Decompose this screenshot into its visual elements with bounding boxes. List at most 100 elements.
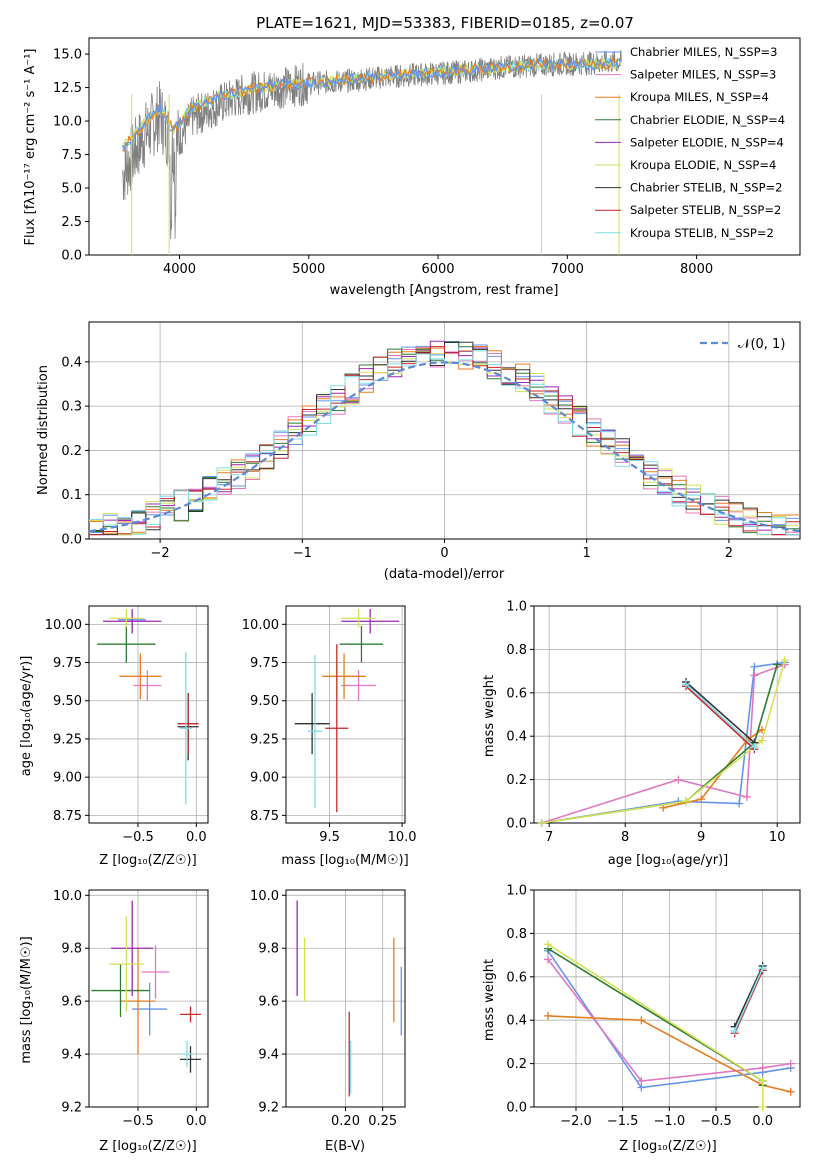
age_mass-frame	[285, 605, 406, 824]
weight-marker	[735, 799, 744, 808]
weight-marker	[682, 680, 690, 689]
spectrum-frame	[88, 37, 801, 256]
y-tick-label: 9.00	[250, 771, 279, 786]
y-tick-label: 1.0	[506, 600, 527, 615]
weight-marker	[742, 792, 751, 801]
x-tick-label: 2	[725, 546, 733, 561]
y-tick-label: 0.2	[506, 773, 527, 788]
spectrum-ylabel: Flux [fλ10⁻¹⁷ erg cm⁻² s⁻¹ A⁻¹]	[23, 49, 38, 246]
mass_z-frame	[88, 889, 209, 1108]
y-tick-label: 9.2	[258, 1101, 279, 1116]
weight-marker	[750, 662, 759, 671]
y-tick-label: 0.4	[61, 355, 82, 370]
mass-z-ylabel: mass [log₁₀(M/M☉)]	[19, 936, 34, 1063]
age_z-frame	[88, 605, 209, 824]
weight-marker	[544, 1011, 552, 1020]
legend-label: Kroupa MILES, N_SSP=4	[630, 90, 769, 104]
weight-marker	[674, 775, 683, 784]
x-tick-label: −0.5	[122, 830, 154, 845]
weight-marker	[758, 736, 766, 745]
legend-label: Salpeter MILES, N_SSP=3	[630, 68, 776, 82]
y-tick-label: 9.25	[250, 732, 279, 747]
y-tick-label: 0.2	[61, 444, 82, 459]
weight-line	[733, 965, 764, 1028]
weight-marker	[780, 656, 789, 665]
mw-age-xlabel: age [log₁₀(age/yr)]	[608, 853, 729, 868]
y-tick-label: 0.8	[506, 927, 527, 942]
age-mass-xlabel: mass [log₁₀(M/M☉)]	[281, 853, 408, 868]
y-tick-label: 0.6	[506, 970, 527, 985]
x-tick-label: 10	[769, 830, 786, 845]
y-tick-label: 9.00	[53, 771, 82, 786]
weight-line	[685, 683, 755, 748]
mw-z-ylabel: mass weight	[482, 959, 497, 1041]
weight-marker	[682, 797, 690, 806]
mass-ebv-xlabel: E(B-V)	[325, 1139, 365, 1154]
legend-label: Chabrier MILES, N_SSP=3	[630, 45, 777, 59]
weight-marker	[697, 795, 706, 804]
y-tick-label: 0.0	[61, 249, 82, 264]
weight-marker	[544, 955, 552, 964]
y-tick-label: 2.5	[61, 215, 82, 230]
hist-legend-label: 𝒩(0, 1)	[738, 337, 785, 352]
x-tick-label: −2	[151, 546, 170, 561]
x-tick-label: 6000	[421, 262, 454, 277]
y-tick-label: 0.2	[506, 1057, 527, 1072]
y-tick-label: 7.5	[61, 148, 82, 163]
x-tick-label: 10.0	[388, 830, 417, 845]
y-tick-label: 9.2	[61, 1101, 82, 1116]
hist-xlabel: (data-model)/error	[384, 567, 505, 582]
y-tick-label: 0.0	[61, 533, 82, 548]
x-tick-label: −0.5	[122, 1114, 154, 1129]
y-tick-label: 9.6	[61, 995, 82, 1010]
weight-line	[541, 664, 778, 824]
gaussian-curve	[88, 361, 801, 533]
legend-label: Chabrier ELODIE, N_SSP=4	[630, 113, 785, 127]
weight-marker	[730, 1027, 739, 1036]
x-tick-label: 4000	[163, 262, 196, 277]
y-tick-label: 0.8	[506, 643, 527, 658]
hist-step	[89, 350, 800, 536]
y-tick-label: 0.4	[506, 730, 527, 745]
y-tick-label: 9.8	[61, 942, 82, 957]
y-tick-label: 10.0	[53, 889, 82, 904]
spectrum-lines	[122, 50, 622, 255]
plot-area: 4000 5000 6000 7000 80000.02.55.07.510.012.5…	[45, 37, 801, 1129]
legend-label: Chabrier STELIB, N_SSP=2	[630, 181, 782, 195]
figure-title: PLATE=1621, MJD=53383, FIBERID=0185, z=0…	[256, 14, 634, 32]
y-tick-label: 10.0	[53, 115, 82, 130]
x-tick-label: −0.5	[700, 1114, 732, 1129]
y-tick-label: 0.1	[61, 488, 82, 503]
y-tick-label: 12.5	[53, 81, 82, 96]
y-tick-label: 0.0	[506, 817, 527, 832]
y-tick-label: 0.4	[506, 1014, 527, 1029]
y-tick-label: 9.4	[258, 1048, 279, 1063]
x-tick-label: 0	[440, 546, 448, 561]
x-tick-label: 7	[545, 830, 553, 845]
y-tick-label: 0.3	[61, 400, 82, 415]
legend-label: Kroupa STELIB, N_SSP=2	[630, 226, 774, 240]
weight-marker	[758, 964, 767, 973]
x-tick-label: 0.25	[368, 1114, 397, 1129]
x-tick-label: 7000	[551, 262, 584, 277]
weight-marker	[773, 660, 782, 669]
weight-line	[547, 958, 791, 1082]
x-tick-label: 0.0	[186, 830, 207, 845]
weight-marker	[758, 1063, 767, 1072]
x-tick-label: 0.0	[752, 1114, 773, 1129]
weight-marker	[758, 1076, 767, 1085]
x-tick-label: 5000	[292, 262, 325, 277]
mw-z-xlabel: Z [log₁₀(Z/Z☉)]	[619, 1139, 716, 1154]
y-tick-label: 0.6	[506, 686, 527, 701]
mw_age-frame	[533, 605, 801, 824]
x-tick-label: 0.20	[331, 1114, 360, 1129]
mw_z-frame	[533, 889, 801, 1108]
weight-marker	[786, 1087, 795, 1096]
legend-label: Kroupa ELODIE, N_SSP=4	[630, 158, 776, 172]
x-tick-label: 0.0	[186, 1114, 207, 1129]
hist-ylabel: Normed distribution	[36, 365, 51, 495]
weight-line	[685, 685, 755, 750]
x-tick-label: −1.0	[654, 1114, 686, 1129]
y-tick-label: 9.25	[53, 732, 82, 747]
